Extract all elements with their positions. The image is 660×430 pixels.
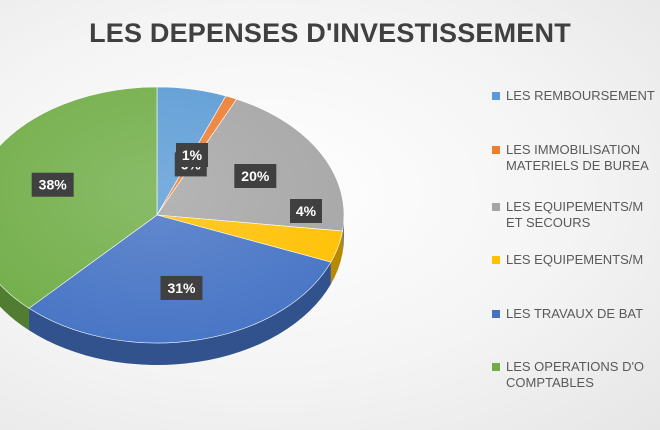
data-label-2: 20% — [241, 168, 270, 184]
legend-item-0: LES REMBOURSEMENT — [492, 88, 660, 128]
legend-label-0: LES REMBOURSEMENT — [506, 88, 655, 103]
data-label-box-2 — [234, 164, 277, 189]
legend-swatch-3 — [492, 256, 500, 264]
data-label-1: 1% — [182, 147, 203, 163]
legend-item-1: LES IMMOBILISATION MATERIELS DE BUREA — [492, 142, 660, 182]
legend-swatch-2 — [492, 203, 500, 211]
chart-title: LES DEPENSES D'INVESTISSEMENT — [89, 18, 571, 48]
legend-item-5: LES OPERATIONS D'O COMPTABLES — [492, 359, 660, 399]
legend-swatch-0 — [492, 92, 500, 100]
legend-swatch-4 — [492, 310, 500, 318]
legend-label-1: LES IMMOBILISATION MATERIELS DE BUREA — [506, 142, 649, 173]
data-label-5: 38% — [39, 177, 68, 193]
data-label-3: 4% — [296, 203, 317, 219]
legend-label-4: LES TRAVAUX DE BAT — [506, 306, 644, 321]
legend-swatch-1 — [492, 146, 500, 154]
legend-label-5: LES OPERATIONS D'O COMPTABLES — [506, 359, 645, 390]
legend-swatch-5 — [492, 363, 500, 371]
legend-item-3: LES EQUIPEMENTS/M — [492, 252, 660, 292]
legend-item-2: LES EQUIPEMENTS/M ET SECOURS — [492, 199, 660, 239]
data-label-box-1 — [176, 143, 208, 167]
data-label-4: 31% — [167, 280, 196, 296]
legend-label-3: LES EQUIPEMENTS/M — [506, 252, 644, 267]
data-label-box-5 — [31, 172, 74, 197]
data-label-box-3 — [290, 199, 322, 223]
legend-label-2: LES EQUIPEMENTS/M ET SECOURS — [506, 199, 644, 230]
data-label-box-4 — [160, 275, 203, 300]
legend-item-4: LES TRAVAUX DE BAT — [492, 306, 660, 346]
pie-chart: 6%1%20%4%31%38% — [0, 86, 345, 365]
